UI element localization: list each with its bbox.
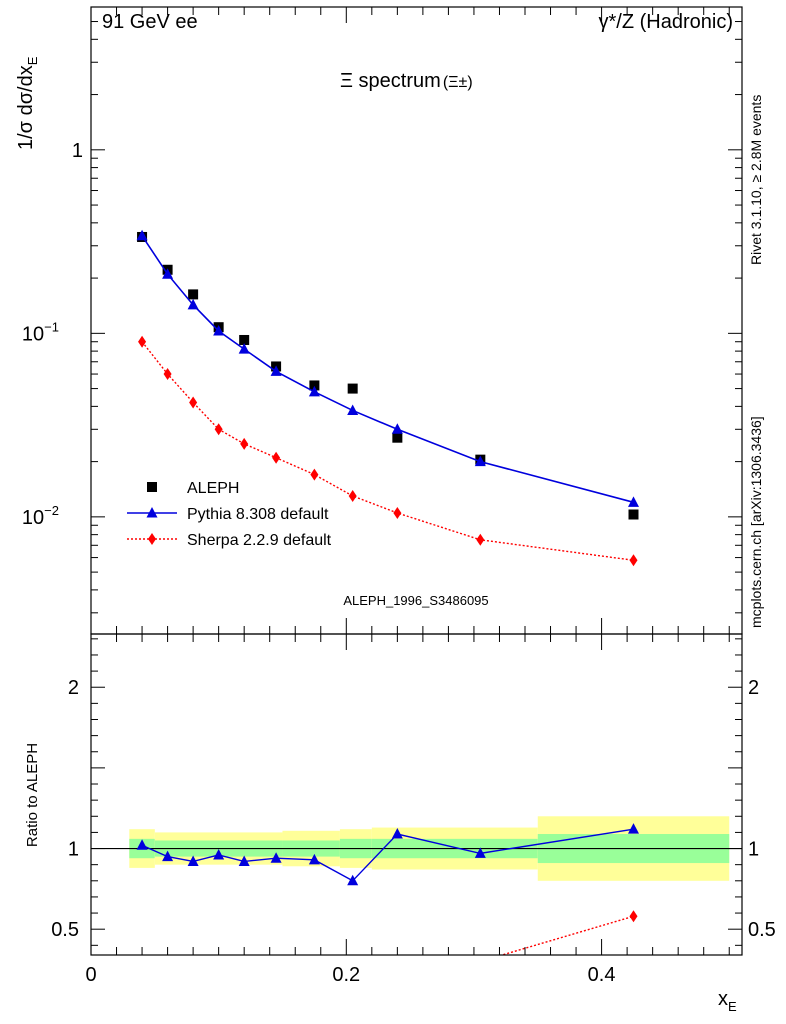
pythia-8-308-default-line bbox=[141, 235, 634, 504]
main-y-tick-label: 10−1 bbox=[22, 319, 59, 345]
header-left: 91 GeV ee bbox=[102, 11, 198, 33]
ratio-y-tick-label: 1 bbox=[68, 839, 79, 861]
pythia-8-308-default-ratio-point bbox=[136, 839, 148, 850]
aleph-point bbox=[392, 432, 403, 443]
main-y-tick-label: 10−2 bbox=[22, 503, 59, 529]
sherpa-2-2-9-default-point bbox=[240, 437, 249, 450]
plot-title-main: Ξ spectrum bbox=[340, 70, 441, 92]
aleph-point bbox=[239, 334, 250, 345]
sherpa-2-2-9-default-point bbox=[272, 451, 281, 464]
sherpa-2-2-9-default-point bbox=[214, 423, 223, 436]
sherpa-2-2-9-default-ratio-point bbox=[629, 910, 638, 923]
ratio-axes: 2 2 1 1 0.5 0.5 0 0.2 0.4 bbox=[51, 633, 776, 986]
ratio-y-tick-label: 2 bbox=[68, 677, 79, 699]
pythia-8-308-default-ratio-point bbox=[238, 855, 250, 866]
ratio-y-tick-label-right: 2 bbox=[748, 677, 759, 699]
ratio-series-clip bbox=[136, 823, 639, 955]
x-tick-label: 0 bbox=[85, 964, 96, 986]
main-series-layer bbox=[136, 229, 639, 567]
pythia-8-308-default-point bbox=[213, 324, 225, 336]
rivet-text: Rivet 3.1.10, ≥ 2.8M events bbox=[748, 95, 764, 265]
pythia-8-308-default-ratio-point bbox=[270, 852, 282, 863]
mcplots-text: mcplots.cern.ch [arXiv:1306.3436] bbox=[748, 416, 764, 628]
pythia-8-308-default-point bbox=[187, 298, 199, 310]
pythia-8-308-default-ratio-point bbox=[474, 847, 486, 858]
main-y-label: 1/σ dσ/dxE bbox=[15, 56, 40, 150]
analysis-watermark: ALEPH_1996_S3486095 bbox=[343, 593, 488, 608]
pythia-8-308-default-ratio-point bbox=[308, 853, 320, 865]
sherpa-2-2-9-default-ratio-line bbox=[499, 915, 634, 955]
pythia-8-308-default-point bbox=[347, 404, 359, 415]
pythia-8-308-default-legend-label: Pythia 8.308 default bbox=[187, 506, 329, 523]
pythia-8-308-default-ratio-point bbox=[628, 823, 639, 834]
plot-title-suffix: (Ξ±) bbox=[443, 74, 473, 91]
aleph-legend-marker bbox=[147, 482, 157, 492]
main-y-label-text: 1/σ dσ/dx bbox=[15, 65, 37, 150]
ratio-frame bbox=[90, 633, 743, 956]
sherpa-2-2-9-default-point bbox=[476, 533, 485, 546]
pythia-8-308-default-point bbox=[136, 229, 148, 241]
aleph-legend-label: ALEPH bbox=[187, 480, 239, 497]
x-axis-label: xE bbox=[718, 988, 737, 1014]
sherpa-2-2-9-default-point bbox=[163, 368, 172, 381]
sherpa-2-2-9-default-point bbox=[348, 489, 357, 502]
pythia-8-308-default-ratio-point bbox=[162, 850, 174, 862]
aleph-point bbox=[628, 509, 639, 520]
main-y-tick-label: 1 bbox=[72, 140, 83, 162]
pythia-8-308-default-point bbox=[308, 385, 320, 397]
sherpa-2-2-9-default-point bbox=[310, 468, 319, 481]
legend: ALEPH Pythia 8.308 default Sherpa 2.2.9 de… bbox=[127, 480, 332, 549]
pythia-8-308-default-point bbox=[391, 423, 403, 434]
pythia-8-308-default-point bbox=[474, 455, 486, 467]
x-axis-label-text: x bbox=[718, 988, 728, 1010]
aleph-point bbox=[347, 383, 358, 394]
pythia-8-308-default-ratio-point bbox=[347, 874, 359, 886]
x-axis-label-sub: E bbox=[728, 999, 737, 1014]
pythia-8-308-default-point bbox=[628, 496, 639, 507]
ratio-y-tick-label-right: 0.5 bbox=[748, 919, 776, 941]
pythia-8-308-default-ratio-point bbox=[391, 828, 403, 839]
sherpa-2-2-9-default-point bbox=[189, 396, 198, 409]
ratio-y-tick-label-right: 1 bbox=[748, 839, 759, 861]
sherpa-2-2-9-default-point bbox=[138, 335, 147, 348]
sherpa-2-2-9-default-point bbox=[393, 506, 402, 519]
ratio-y-tick-label: 0.5 bbox=[51, 919, 79, 941]
ratio-bands bbox=[91, 816, 742, 881]
pythia-8-308-default-legend-marker bbox=[146, 507, 158, 518]
pythia-8-308-default-point bbox=[162, 268, 174, 279]
main-axes: 1 10−1 10−2 bbox=[22, 6, 743, 635]
header-right: γ*/Z (Hadronic) bbox=[599, 11, 733, 33]
sherpa-2-2-9-default-legend-label: Sherpa 2.2.9 default bbox=[187, 532, 332, 549]
aleph-point bbox=[309, 380, 320, 391]
pythia-8-308-default-point bbox=[270, 365, 282, 376]
pythia-8-308-default-ratio-point bbox=[187, 855, 199, 866]
aleph-point bbox=[188, 289, 199, 300]
x-tick-label: 0.2 bbox=[332, 964, 360, 986]
pythia-8-308-default-ratio-point bbox=[213, 848, 225, 860]
plot-title: Ξ spectrum (Ξ±) bbox=[340, 70, 473, 92]
ratio-y-label: Ratio to ALEPH bbox=[24, 743, 41, 847]
sherpa-2-2-9-default-line bbox=[141, 341, 634, 561]
ratio-series-layer bbox=[136, 823, 639, 955]
x-tick-label: 0.4 bbox=[588, 964, 616, 986]
pythia-8-308-default-point bbox=[238, 343, 250, 354]
main-y-label-sub: E bbox=[25, 56, 40, 65]
sherpa-2-2-9-default-legend-marker bbox=[148, 533, 156, 545]
sherpa-2-2-9-default-point bbox=[629, 554, 638, 567]
